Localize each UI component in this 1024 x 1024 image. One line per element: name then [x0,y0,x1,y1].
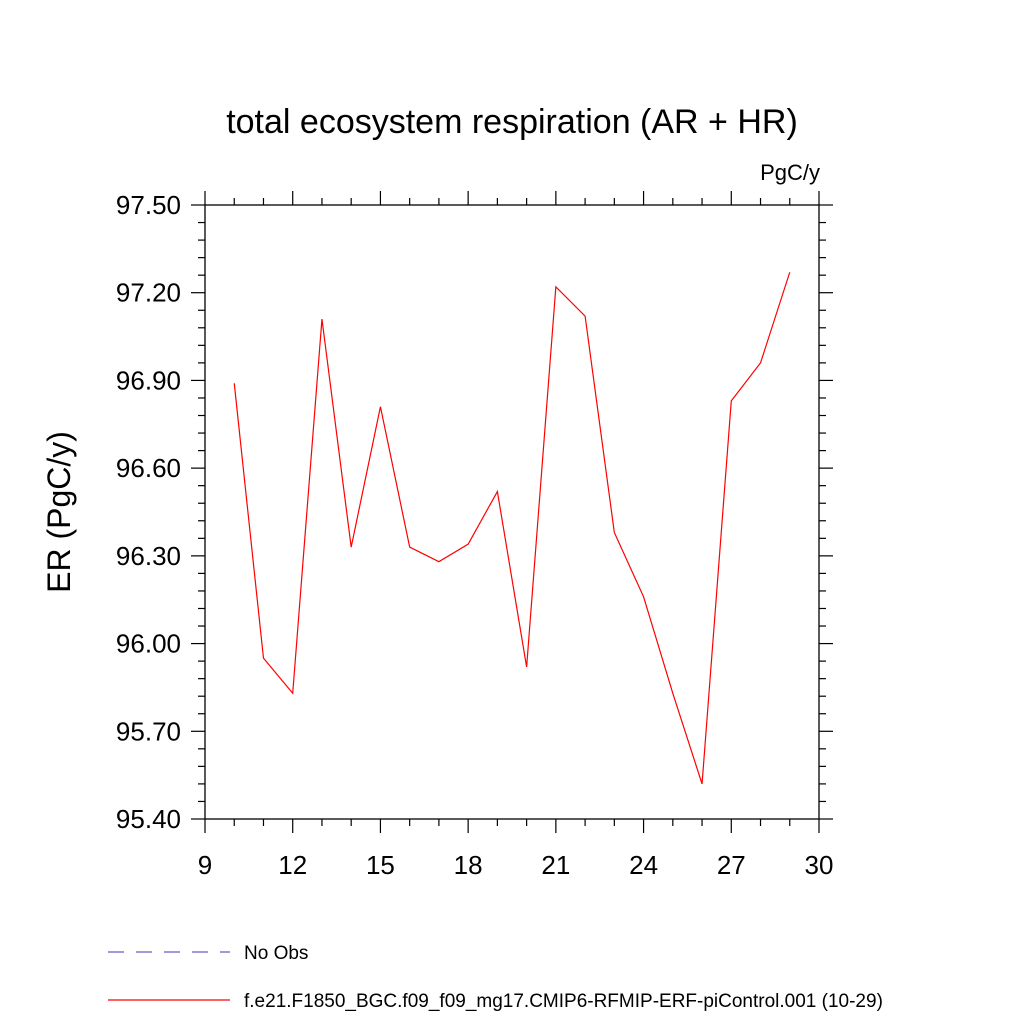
legend-label-1: f.e21.F1850_BGC.f09_f09_mg17.CMIP6-RFMIP… [244,991,883,1012]
legend-label-0: No Obs [244,943,308,964]
x-tick-label: 30 [805,850,834,880]
y-tick-label: 95.70 [116,716,181,746]
legend: No Obs f.e21.F1850_BGC.f09_f09_mg17.CMIP6… [108,943,883,1012]
y-tick-label: 96.00 [116,629,181,659]
x-tick-label: 9 [198,850,212,880]
series-line-0 [233,272,791,785]
y-tick-label: 96.90 [116,365,181,395]
x-tick-label: 27 [717,850,746,880]
chart-title: total ecosystem respiration (AR + HR) [226,103,798,141]
series-layer [233,272,791,785]
plot-frame [204,204,820,820]
units-label: PgC/y [760,160,820,185]
y-axis-label: ER (PgC/y) [41,431,77,593]
x-tick-label: 12 [278,850,307,880]
y-tick-label: 97.50 [116,190,181,220]
y-tick-label: 96.30 [116,541,181,571]
x-tick-label: 15 [366,850,395,880]
y-tick-label: 97.20 [116,278,181,308]
x-tick-label: 24 [629,850,658,880]
y-tick-label: 95.40 [116,804,181,834]
axis-ticks: 9 12 15 18 21 24 27 30 95.40 95.70 96.00 96.30 96.60… [116,190,834,880]
x-tick-label: 21 [541,850,570,880]
x-tick-label: 18 [454,850,483,880]
y-tick-label: 96.60 [116,453,181,483]
